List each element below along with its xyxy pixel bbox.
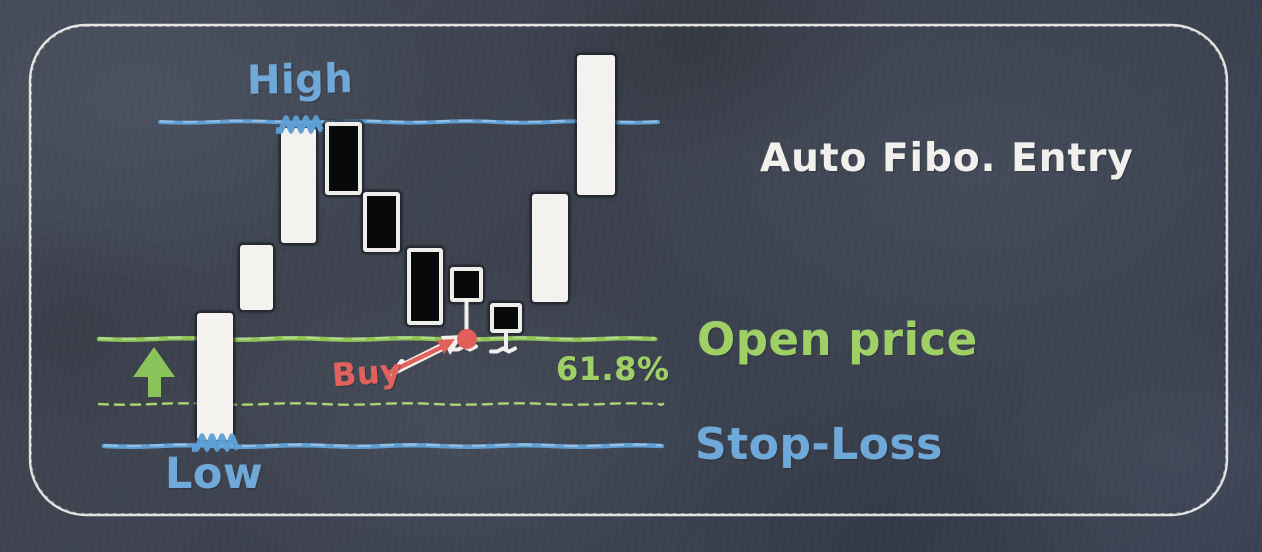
high-label: High [246,56,354,104]
stop-loss-label: Stop-Loss [695,419,943,470]
fib-percent-label: 61.8% [556,350,670,388]
buy-label: Buy [330,351,403,395]
diagram-title: Auto Fibo. Entry [760,136,1134,181]
low-label: Low [165,449,264,499]
open-price-label: Open price [697,313,978,366]
